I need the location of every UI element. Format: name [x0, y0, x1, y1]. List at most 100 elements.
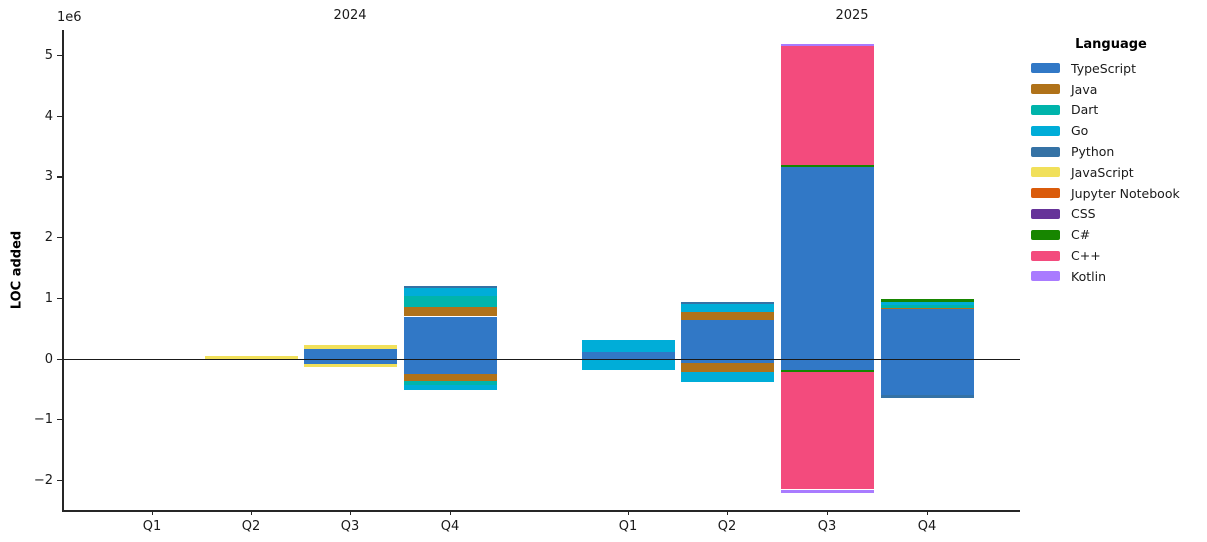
bar-segment-added-javascript	[303, 345, 397, 350]
bar-segment-added-c-	[780, 46, 874, 165]
legend-label: Dart	[1071, 102, 1099, 118]
bar-segment-removed-c-	[780, 371, 874, 490]
bar-segment-added-c-	[880, 298, 974, 302]
bar-segment-removed-java	[680, 363, 774, 373]
y-tick-label: 3	[44, 169, 53, 185]
legend-item-c-: C#	[1031, 224, 1197, 245]
legend-swatch	[1031, 271, 1060, 282]
x-tick-label: Q3	[817, 519, 837, 534]
bar-segment-added-typescript	[680, 320, 774, 359]
bar-segment-added-go	[880, 301, 974, 305]
bar-segment-removed-python	[880, 395, 974, 398]
x-tick-mark	[726, 510, 728, 515]
bar-segment-added-dart	[403, 296, 497, 308]
y-tick-mark	[57, 419, 62, 421]
x-tick-label: Q2	[241, 519, 261, 534]
bar-segment-added-typescript	[403, 316, 497, 359]
x-tick-label: Q4	[917, 519, 937, 534]
x-tick-mark	[449, 510, 451, 515]
y-axis-offset-label: 1e6	[57, 10, 82, 25]
legend-item-typescript: TypeScript	[1031, 58, 1197, 79]
legend-swatch	[1031, 104, 1060, 115]
bar-segment-removed-kotlin	[780, 489, 874, 493]
bar-segment-removed-dart	[403, 380, 497, 386]
group-title-2024: 2024	[333, 8, 367, 23]
x-tick-label: Q1	[618, 519, 638, 534]
legend-item-java: Java	[1031, 79, 1197, 100]
y-tick-label: −2	[33, 472, 53, 488]
legend-label: Kotlin	[1071, 268, 1106, 284]
group-title-2025: 2025	[835, 8, 869, 23]
x-tick-mark	[826, 510, 828, 515]
bar-segment-added-go	[403, 287, 497, 297]
x-tick-mark	[627, 510, 629, 515]
bar-segment-added-java	[880, 308, 974, 310]
bar-segment-added-c-	[780, 164, 874, 167]
legend-label: JavaScript	[1071, 164, 1134, 180]
legend-swatch	[1031, 84, 1060, 95]
bar-segment-removed-typescript	[680, 359, 774, 364]
legend-swatch	[1031, 229, 1060, 240]
bar-segment-added-dart	[880, 304, 974, 308]
legend-swatch	[1031, 125, 1060, 136]
legend-label: Go	[1071, 123, 1089, 139]
y-tick-label: 0	[44, 351, 53, 367]
y-tick-label: 4	[44, 108, 53, 124]
legend-swatch	[1031, 63, 1060, 74]
legend-label: Python	[1071, 144, 1115, 160]
bar-segment-removed-typescript	[303, 359, 397, 364]
bar-segment-removed-typescript	[403, 359, 497, 375]
legend-item-jupyter-notebook: Jupyter Notebook	[1031, 183, 1197, 204]
zero-baseline	[62, 358, 1020, 360]
legend-label: Jupyter Notebook	[1071, 185, 1180, 201]
y-tick-mark	[57, 55, 62, 57]
y-tick-mark	[57, 358, 62, 360]
legend-item-c-: C++	[1031, 245, 1197, 266]
legend-item-kotlin: Kotlin	[1031, 266, 1197, 287]
y-tick-label: 2	[44, 230, 53, 246]
y-tick-mark	[57, 479, 62, 482]
legend-label: CSS	[1071, 206, 1096, 222]
legend-title: Language	[1075, 37, 1147, 52]
legend-label: C#	[1071, 227, 1091, 243]
bar-segment-added-typescript	[303, 349, 397, 359]
legend-label: TypeScript	[1071, 60, 1136, 76]
bar-segment-removed-go	[403, 385, 497, 390]
bar-segment-removed-c-	[780, 369, 874, 372]
bar-segment-added-typescript	[581, 351, 675, 359]
bar-segment-removed-java	[403, 374, 497, 381]
legend-label: C++	[1071, 248, 1101, 264]
x-tick-mark	[250, 510, 252, 515]
y-tick-label: 1	[44, 290, 53, 306]
x-tick-label: Q1	[142, 519, 162, 534]
legend-item-dart: Dart	[1031, 100, 1197, 121]
y-axis-spine	[62, 30, 64, 510]
x-tick-label: Q3	[340, 519, 360, 534]
legend-item-css: CSS	[1031, 204, 1197, 225]
bar-segment-removed-typescript	[780, 359, 874, 370]
legend-item-python: Python	[1031, 141, 1197, 162]
x-axis-spine	[62, 510, 1020, 512]
x-tick-label: Q4	[440, 519, 460, 534]
legend: Language TypeScript Java Dart Go Python JavaS…	[1031, 37, 1197, 287]
x-tick-label: Q2	[717, 519, 737, 534]
legend-swatch	[1031, 167, 1060, 178]
y-tick-mark	[57, 237, 62, 239]
bar-segment-added-java	[680, 312, 774, 321]
bar-segment-added-go	[680, 303, 774, 313]
bar-segment-added-python	[680, 301, 774, 304]
x-tick-mark	[151, 510, 153, 515]
bar-segment-removed-go	[680, 372, 774, 383]
y-tick-label: −1	[33, 412, 53, 428]
bar-segment-added-typescript	[780, 166, 874, 359]
x-tick-mark	[926, 510, 928, 515]
legend-swatch	[1031, 188, 1060, 199]
legend-swatch	[1031, 146, 1060, 157]
legend-swatch	[1031, 250, 1060, 261]
y-tick-label: 5	[44, 48, 53, 63]
bar-segment-added-java	[403, 307, 497, 317]
y-axis-title: LOC added	[9, 230, 25, 310]
legend-item-go: Go	[1031, 120, 1197, 141]
